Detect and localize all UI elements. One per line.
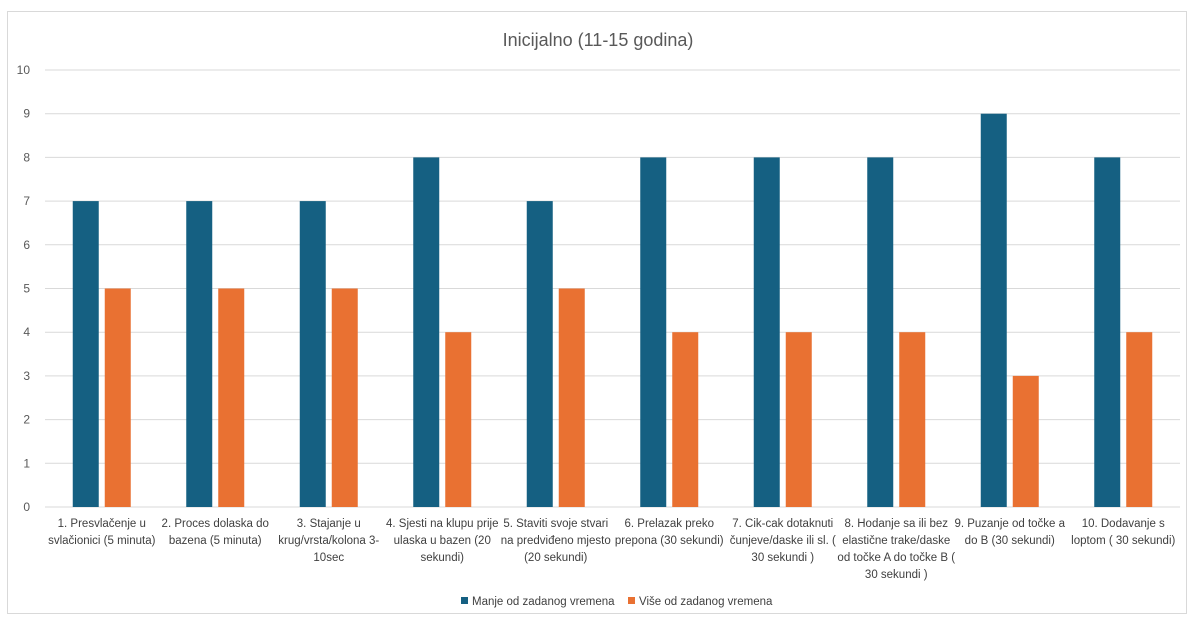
y-tick-label: 6 (23, 238, 30, 252)
bar-series-2 (672, 332, 699, 507)
y-tick-label: 7 (23, 194, 30, 208)
y-axis-ticks: 0 1 2 3 4 5 6 7 8 9 10 (17, 63, 31, 514)
bar-series-2 (1126, 332, 1153, 507)
x-category-label: 2. Proces dolaska do bazena (5 minuta) (162, 518, 269, 547)
chart-frame: Inicijalno (11-15 godina) 0 1 2 3 4 5 6 7 8 9 10 1… (7, 11, 1187, 614)
bar-series-2 (445, 332, 472, 507)
legend-swatch (461, 597, 468, 604)
y-tick-label: 10 (17, 63, 31, 77)
bar-series-1 (413, 157, 440, 507)
bar-series-1 (980, 113, 1007, 507)
bar-series-1 (299, 201, 326, 507)
x-category-label: 1. Presvlačenje u svlačionici (5 minuta) (48, 518, 156, 547)
bar-series-1 (753, 157, 780, 507)
bars (72, 113, 1153, 507)
bar-series-2 (785, 332, 812, 507)
x-axis-categories: 1. Presvlačenje u svlačionici (5 minuta)2… (48, 518, 1175, 581)
y-tick-label: 9 (23, 107, 30, 121)
legend-label: Manje od zadanog vremena (472, 596, 615, 608)
bar-series-1 (1094, 157, 1121, 507)
y-tick-label: 5 (23, 282, 30, 296)
y-tick-label: 4 (23, 325, 30, 339)
legend-label: Više od zadanog vremena (639, 596, 773, 608)
x-category-label: 4. Sjesti na klupu prije ulaska u bazen (… (386, 518, 499, 564)
bar-series-1 (640, 157, 667, 507)
y-tick-label: 1 (23, 456, 30, 470)
gridlines (45, 69, 1180, 508)
x-category-label: 9. Puzanje od točke a do B (30 sekundi) (954, 518, 1065, 547)
bar-series-1 (186, 201, 213, 507)
x-category-label: 3. Stajanje u krug/vrsta/kolona 3-10sec (278, 518, 379, 564)
legend-swatch (628, 597, 635, 604)
bar-series-2 (331, 288, 358, 507)
bar-series-2 (104, 288, 131, 507)
y-tick-label: 8 (23, 150, 30, 164)
x-category-label: 7. Cik-cak dotaknuti čunjeve/daske ili sl… (730, 518, 836, 564)
y-tick-label: 3 (23, 369, 30, 383)
bar-series-2 (1012, 375, 1039, 507)
bar-series-2 (558, 288, 585, 507)
x-category-label: 5. Staviti svoje stvari na predviđeno mje… (501, 518, 611, 564)
bar-series-1 (72, 201, 99, 507)
bar-series-1 (867, 157, 894, 507)
bar-series-2 (899, 332, 926, 507)
x-category-label: 10. Dodavanje s loptom ( 30 sekundi) (1071, 518, 1175, 547)
bar-series-2 (218, 288, 245, 507)
y-tick-label: 2 (23, 413, 30, 427)
x-category-label: 6. Prelazak preko prepona (30 sekundi) (615, 518, 724, 547)
x-category-label: 8. Hodanje sa ili bez elastične trake/das… (837, 518, 955, 581)
bar-series-1 (526, 201, 553, 507)
bar-chart: Inicijalno (11-15 godina) 0 1 2 3 4 5 6 7 8 9 10 1… (17, 30, 1180, 608)
legend: Manje od zadanog vremena Više od zadanog … (461, 596, 773, 608)
chart-title: Inicijalno (11-15 godina) (503, 30, 694, 50)
y-tick-label: 0 (23, 500, 30, 514)
